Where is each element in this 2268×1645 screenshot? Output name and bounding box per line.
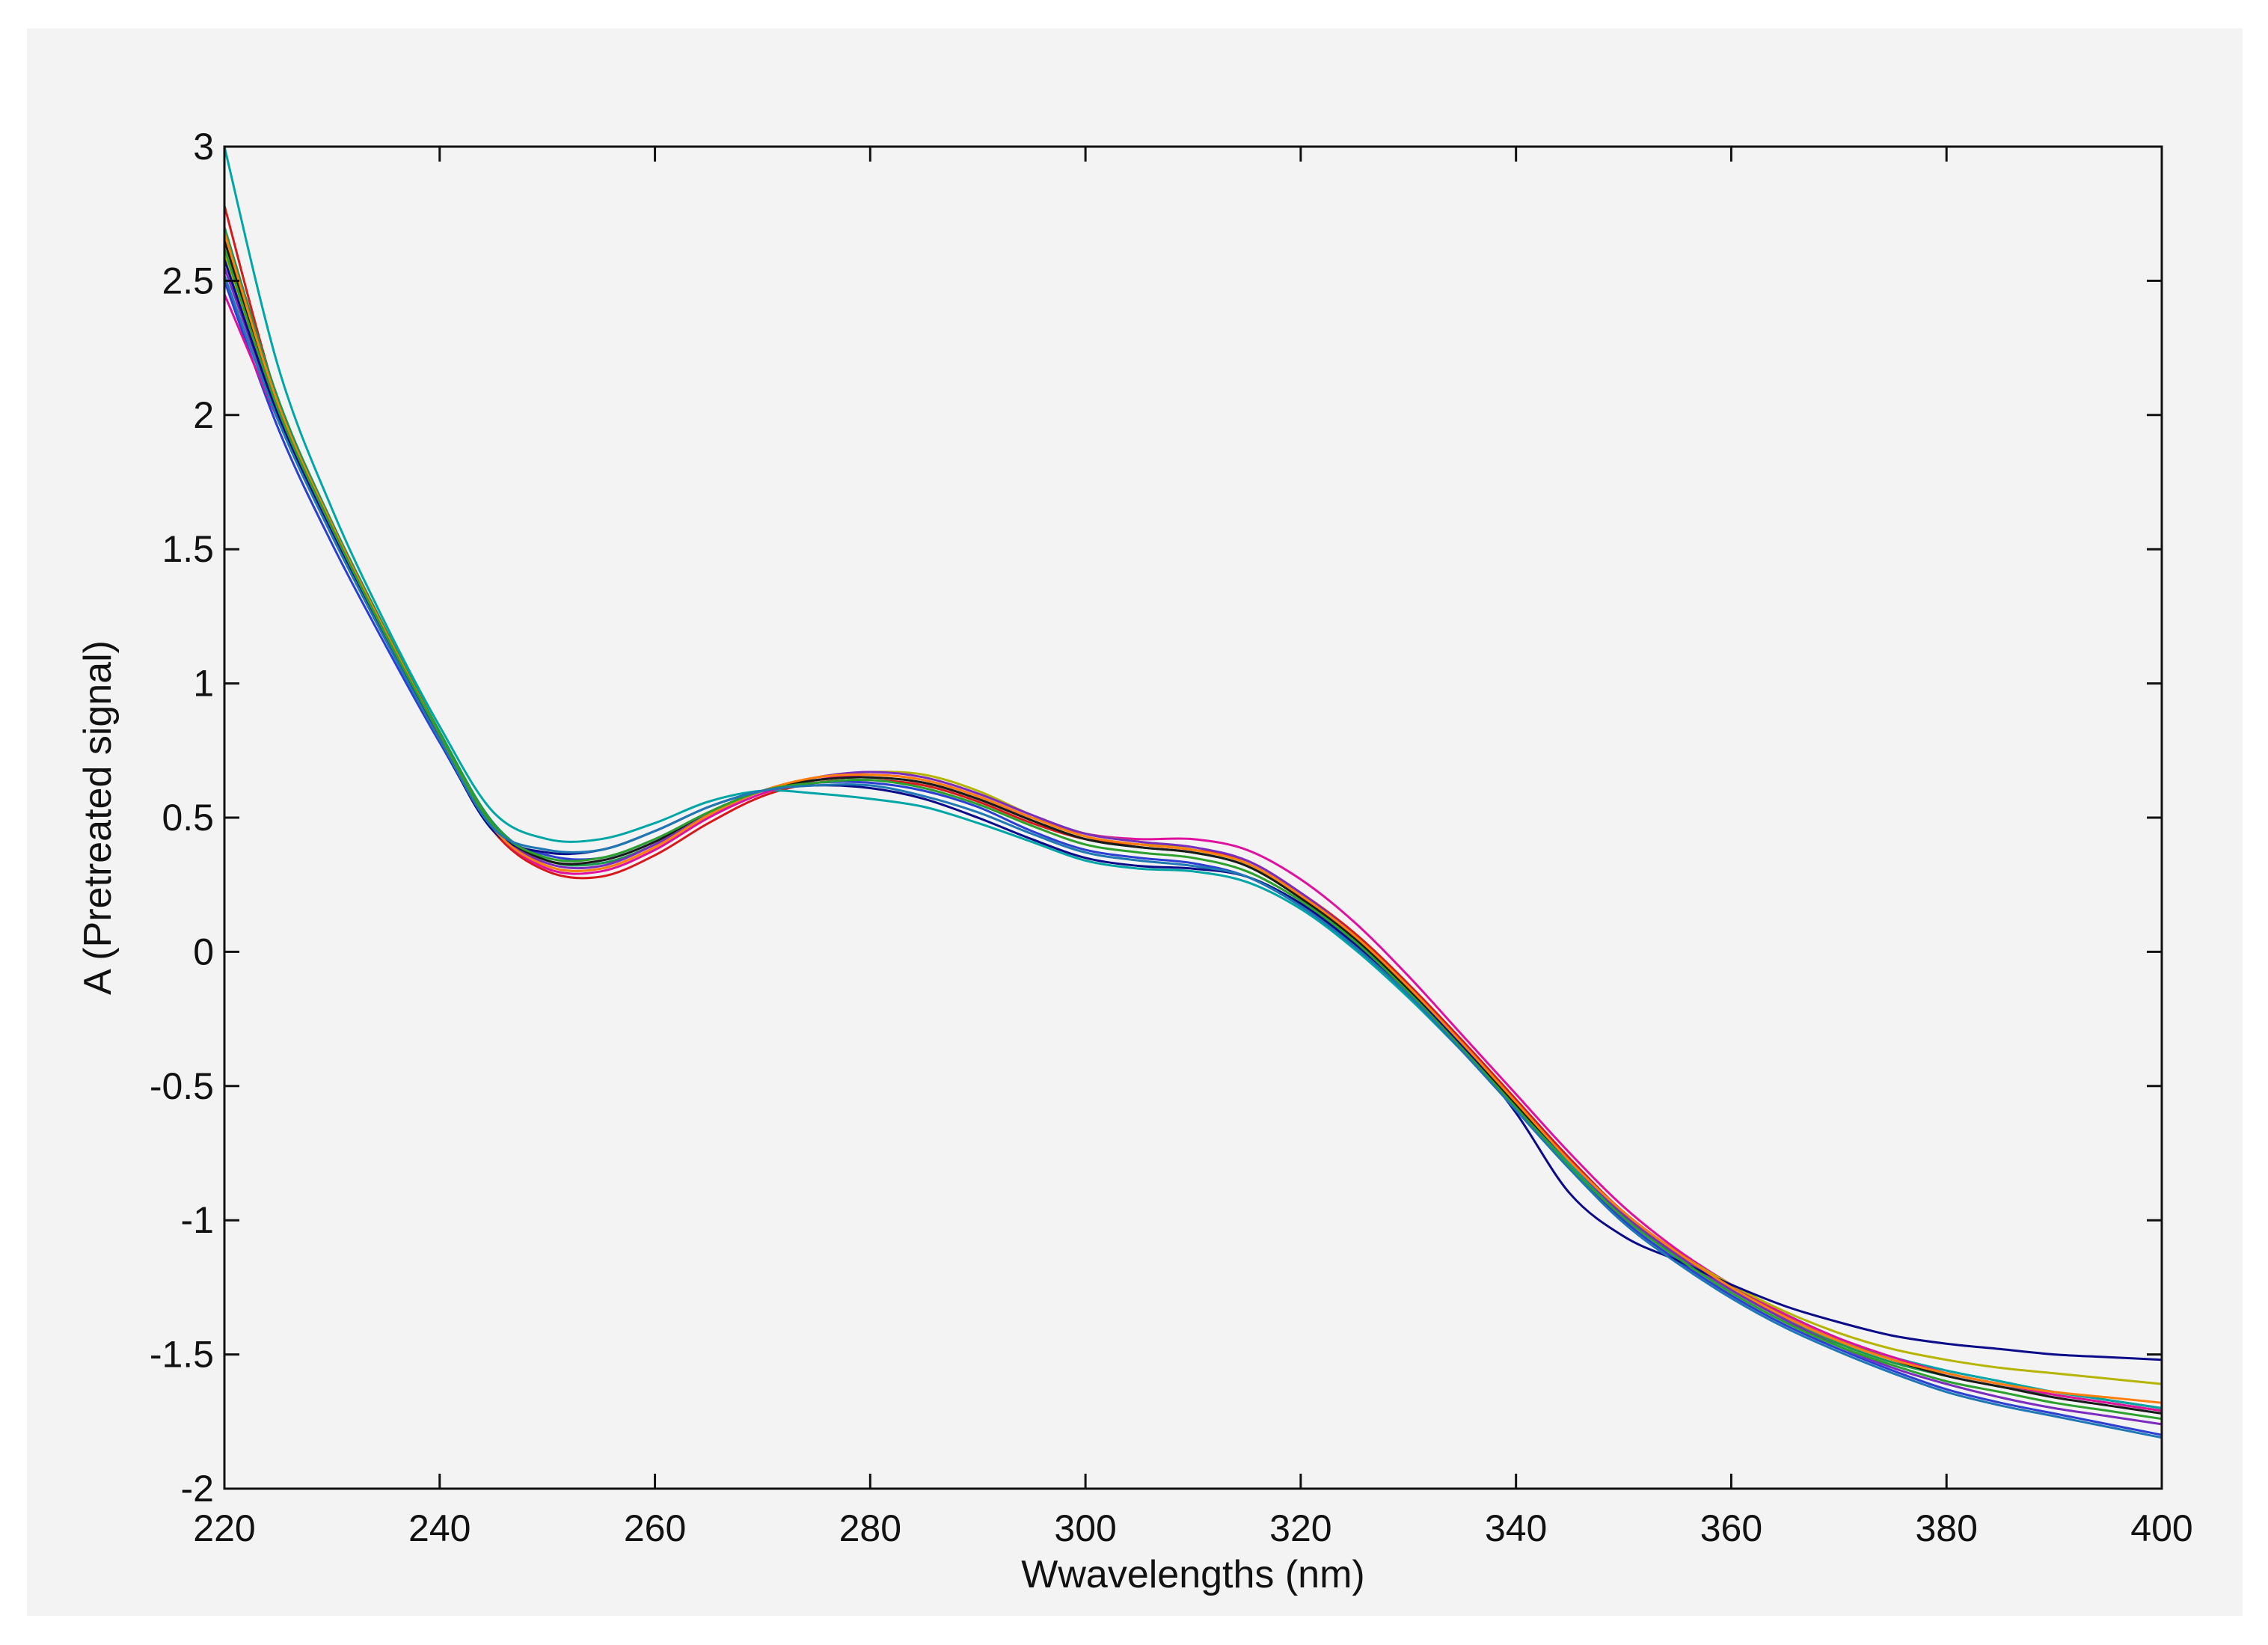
x-tick-label: 260: [624, 1507, 686, 1549]
series-line-11: [223, 248, 2163, 1421]
y-tick-label: -1.5: [150, 1334, 214, 1376]
y-tick-label: -2: [181, 1468, 214, 1510]
y-axis-title: A (Pretreated signal): [76, 640, 120, 995]
x-tick-label: 340: [1485, 1507, 1547, 1549]
y-tick-label: 1: [193, 663, 214, 705]
plot-area: [224, 147, 2162, 1489]
y-tick-label: 2: [193, 394, 214, 436]
y-tick-label: 1.5: [162, 528, 214, 570]
y-tick-label: 0.5: [162, 797, 214, 839]
y-tick-label: -0.5: [150, 1065, 214, 1107]
y-tick-label: -1: [181, 1199, 214, 1241]
y-tick-label: 0: [193, 931, 214, 972]
y-tick-label: 3: [193, 126, 214, 168]
x-axis-tick-labels: 220 240 260 280 300 320 340 360 380 400: [193, 1507, 2192, 1549]
y-axis-tick-labels: 3 2.5 2 1.5 1 0.5 0 -0.5 -1 -1.5 -2: [150, 126, 214, 1510]
x-tick-label: 280: [839, 1507, 901, 1549]
x-tick-label: 220: [193, 1507, 255, 1549]
series-layer: [223, 146, 2163, 1439]
tick-marks: [223, 145, 2163, 1490]
y-tick-label: 2.5: [162, 260, 214, 301]
x-tick-label: 360: [1700, 1507, 1762, 1549]
x-tick-label: 400: [2130, 1507, 2192, 1549]
x-tick-label: 300: [1054, 1507, 1116, 1549]
x-tick-label: 320: [1269, 1507, 1331, 1549]
x-axis-title: Wwavelengths (nm): [1021, 1553, 1364, 1596]
x-tick-label: 240: [408, 1507, 471, 1549]
x-tick-label: 380: [1916, 1507, 1978, 1549]
series-line-12: [223, 275, 2163, 1439]
